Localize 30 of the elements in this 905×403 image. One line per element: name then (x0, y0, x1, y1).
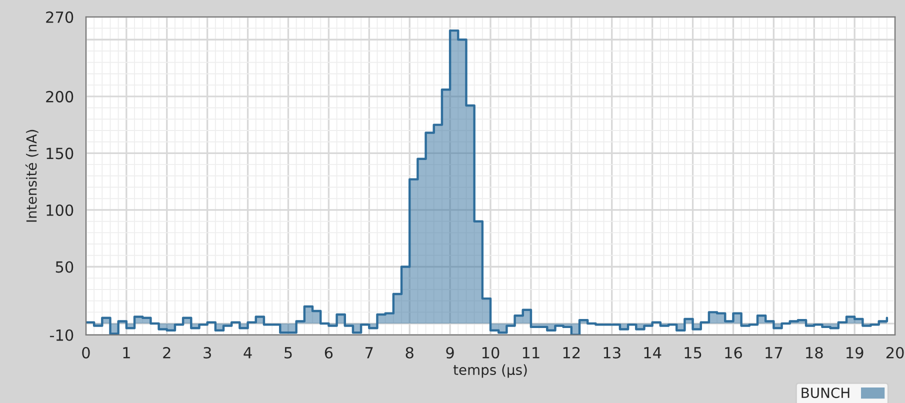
x-tick-label: 19 (846, 346, 864, 359)
x-tick-label: 3 (204, 346, 211, 359)
y-tick-label: -10 (50, 329, 74, 341)
x-tick-label: 7 (366, 347, 373, 358)
x-tick-label: 14 (644, 347, 662, 358)
x-tick-label: 9 (446, 346, 454, 359)
x-tick-label: 8 (406, 346, 414, 359)
x-tick-label: 4 (244, 347, 252, 358)
y-tick-label: 270 (46, 11, 74, 23)
x-tick-label: 18 (806, 346, 823, 359)
y-tick-label: 200 (46, 90, 74, 102)
x-tick-label: 15 (684, 347, 702, 359)
x-tick-label: 12 (563, 346, 580, 358)
x-tick-label: 0 (82, 346, 90, 359)
x-tick-label: 11 (522, 347, 540, 358)
x-tick-label: 10 (482, 346, 500, 359)
x-tick-label: 2 (163, 346, 170, 358)
x-tick-label: 6 (324, 346, 333, 359)
x-tick-label: 13 (604, 346, 620, 359)
y-axis-title: Intensité (nA) (25, 130, 38, 222)
x-axis-title: temps (µs) (453, 364, 527, 378)
y-tick-label: 50 (56, 261, 74, 273)
x-tick-label: 16 (725, 346, 742, 359)
x-tick-label: 1 (123, 347, 130, 358)
legend-label: BUNCH (802, 388, 850, 398)
x-tick-label: 5 (284, 347, 292, 359)
x-tick-label: 20 (886, 346, 904, 359)
y-tick-label: 150 (46, 148, 74, 160)
y-tick-label: 100 (46, 204, 74, 216)
x-tick-label: 17 (766, 347, 782, 358)
